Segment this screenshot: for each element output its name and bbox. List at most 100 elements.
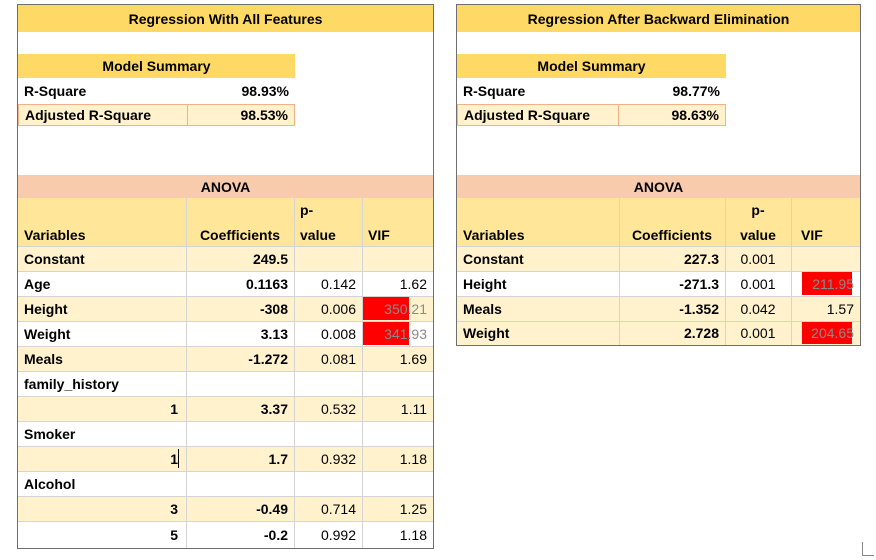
- left-stripe: [18, 496, 433, 521]
- right-header-pvalue-bottom: value: [740, 227, 776, 243]
- right-r-square-value: 98.77%: [672, 83, 720, 99]
- left-header-pvalue-top: p-: [300, 202, 314, 218]
- table-row-coefficient: -271.3: [679, 275, 719, 292]
- page-corner-mark: [862, 542, 874, 556]
- table-row-vif: 204.65: [811, 325, 854, 341]
- table-row-variable: Meals: [463, 300, 502, 317]
- table-row-coefficient: 249.5: [252, 250, 288, 267]
- table-row-level: 1: [170, 400, 178, 417]
- table-row-pvalue: 0.142: [320, 275, 356, 292]
- right-r-square-label: R-Square: [463, 83, 526, 99]
- table-row-variable: Constant: [24, 250, 85, 267]
- left-grid: [362, 198, 363, 548]
- table-row-level[interactable]: 1: [170, 450, 178, 467]
- text-cursor: [178, 449, 179, 468]
- left-grid: [18, 471, 433, 472]
- table-row-vif: 211.95: [812, 275, 854, 292]
- table-row-pvalue: 0.001: [740, 250, 776, 267]
- left-stripe: [18, 396, 433, 421]
- left-grid: [18, 321, 433, 322]
- right-adj-r-square-value: 98.63%: [619, 104, 726, 126]
- table-row-pvalue: 0.042: [740, 300, 776, 317]
- right-header-coefficients: Coefficients: [631, 227, 713, 243]
- left-header-vif: VIF: [368, 227, 390, 243]
- right-anova-title: ANOVA: [457, 175, 860, 198]
- right-high-vif-highlight: [802, 322, 852, 344]
- table-row-variable: Smoker: [24, 425, 76, 442]
- left-panel: [17, 4, 434, 549]
- table-row-coefficient: 1.7: [268, 450, 288, 467]
- table-row-pvalue: 0.001: [740, 325, 776, 341]
- table-row-coefficient: 3.13: [260, 325, 288, 342]
- left-grid: [294, 198, 295, 548]
- right-header-pvalue-top: p-: [751, 202, 765, 218]
- left-grid: [18, 371, 433, 372]
- table-row-vif: 1.62: [399, 275, 427, 292]
- left-stripe: [18, 346, 433, 371]
- left-header-row: [18, 198, 433, 246]
- left-high-vif-highlight: [363, 297, 409, 320]
- table-row-coefficient: -0.49: [256, 500, 288, 517]
- table-row-variable: Alcohol: [24, 475, 76, 492]
- right-header-row: [457, 198, 860, 246]
- left-grid: [186, 198, 187, 548]
- left-grid: [18, 246, 433, 247]
- left-grid: [18, 296, 433, 297]
- table-row-vif: 350.21: [384, 300, 427, 317]
- table-row-vif: 341.93: [384, 325, 427, 342]
- right-grid: [457, 321, 860, 322]
- table-row-pvalue: 0.008: [320, 325, 356, 342]
- table-row-coefficient: 0.1163: [245, 275, 288, 292]
- table-row-coefficient: -0.2: [263, 526, 288, 543]
- table-row-coefficient: 2.728: [683, 325, 719, 341]
- right-header-variables: Variables: [463, 227, 525, 243]
- table-row-variable: Height: [24, 300, 68, 317]
- left-stripe: [18, 446, 433, 471]
- table-row-variable: family_history: [24, 375, 119, 392]
- left-r-square-label: R-Square: [24, 83, 87, 99]
- table-row-variable: Meals: [24, 350, 63, 367]
- left-anova-title: ANOVA: [18, 175, 433, 198]
- table-row-vif: 1.18: [399, 450, 427, 467]
- table-row-variable: Constant: [463, 250, 524, 267]
- left-title: Regression With All Features: [18, 5, 433, 32]
- table-row-coefficient: 227.3: [683, 250, 719, 267]
- left-r-square-value: 98.93%: [241, 83, 289, 99]
- table-row-pvalue: 0.006: [320, 300, 356, 317]
- left-grid: [18, 521, 433, 522]
- table-row-pvalue: 0.932: [320, 450, 356, 467]
- left-header-pvalue-bottom: value: [300, 227, 336, 243]
- left-header-variables: Variables: [24, 227, 86, 243]
- table-row-variable: Age: [24, 275, 51, 292]
- table-row-coefficient: -1.272: [248, 350, 288, 367]
- left-model-summary-title: Model Summary: [18, 54, 295, 78]
- left-high-vif-highlight: [363, 322, 409, 345]
- table-row-vif: 1.25: [399, 500, 427, 517]
- left-grid: [18, 271, 433, 272]
- table-row-level: 5: [170, 526, 178, 543]
- right-model-summary-title: Model Summary: [457, 54, 726, 78]
- table-row-coefficient: 3.37: [260, 400, 288, 417]
- table-row-coefficient: -308: [259, 300, 288, 317]
- table-row-vif: 1.57: [826, 300, 854, 317]
- left-grid: [18, 496, 433, 497]
- right-grid: [457, 271, 860, 272]
- table-row-variable: Height: [463, 275, 507, 292]
- right-header-vif: VIF: [801, 227, 823, 243]
- right-panel: [456, 4, 861, 346]
- right-stripe: [457, 321, 860, 345]
- table-row-pvalue: 0.081: [320, 350, 356, 367]
- right-grid: [457, 246, 860, 247]
- table-row-pvalue: 0.532: [320, 400, 356, 417]
- table-row-vif: 1.69: [399, 350, 427, 367]
- table-row-vif: 1.11: [400, 400, 427, 417]
- table-row-pvalue: 0.001: [740, 275, 776, 292]
- left-grid: [18, 396, 433, 397]
- left-grid: [18, 446, 433, 447]
- right-grid: [457, 296, 860, 297]
- table-row-variable: Weight: [24, 325, 71, 342]
- right-title: Regression After Backward Elimination: [457, 5, 860, 32]
- table-row-level: 3: [170, 500, 178, 517]
- right-adj-r-square-label: Adjusted R-Square: [457, 104, 619, 126]
- right-stripe: [457, 296, 860, 321]
